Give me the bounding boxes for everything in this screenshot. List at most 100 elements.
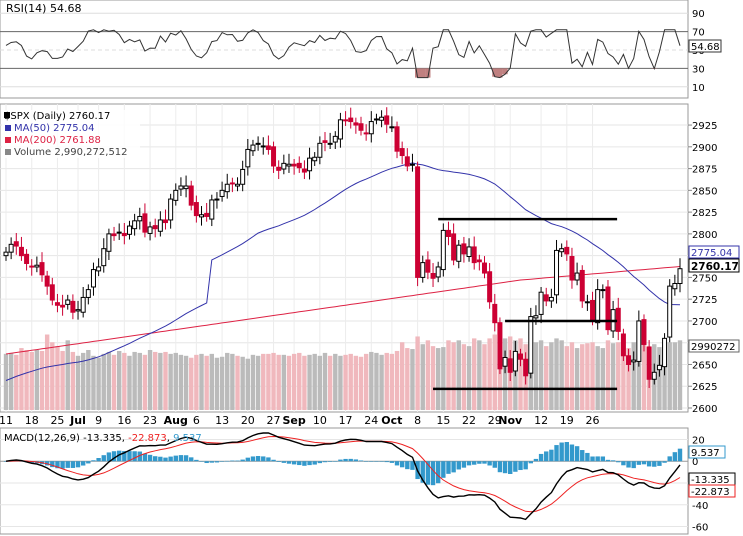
support-resistance-lines — [433, 217, 618, 391]
macd-histogram-bar — [456, 461, 461, 470]
candle-body — [466, 246, 472, 258]
rsi-current-tag-box — [688, 39, 722, 53]
macd-histogram-bar — [276, 461, 281, 462]
volume-bar — [39, 350, 45, 410]
volume-bar — [281, 354, 287, 410]
macd-histogram-bar — [173, 455, 178, 462]
price-panel: 2925290028752850282528002775275027252700… — [0, 103, 740, 427]
macd-hist-tag: 9.537 — [691, 448, 720, 459]
volume-bar — [70, 351, 76, 410]
rsi-tick-label: 10 — [692, 83, 705, 94]
macd-histogram-bar — [471, 461, 477, 465]
volume-bar — [631, 342, 636, 410]
volume-bar — [410, 349, 415, 410]
candle-body — [301, 168, 307, 173]
macd-histogram-bar — [127, 451, 132, 462]
volume-bar — [291, 353, 297, 410]
macd-histogram-bar — [204, 461, 209, 464]
volume-bar — [415, 336, 420, 410]
ma50-line — [5, 162, 681, 381]
candlesticks — [3, 107, 683, 388]
macd-histogram-bar — [271, 459, 276, 462]
macd-histogram-bar — [477, 461, 482, 464]
candle-body — [157, 219, 163, 232]
volume-bar — [353, 355, 359, 410]
candle-body — [523, 358, 529, 377]
candle-body — [219, 189, 225, 197]
date-label: Oct — [381, 414, 402, 427]
candle-body — [399, 148, 405, 157]
macd-histogram-bar — [353, 459, 359, 462]
candle-body — [106, 233, 112, 252]
price-tick-label: 2900 — [692, 143, 717, 154]
volume-bar — [75, 355, 81, 410]
macd-histogram-bar — [317, 461, 323, 464]
price-tick-label: 2650 — [692, 360, 717, 371]
candle-body — [317, 142, 323, 158]
macd-histogram-bar — [209, 461, 215, 463]
macd-histogram-bar — [502, 461, 508, 474]
candle-body — [75, 309, 81, 312]
candle-body — [471, 246, 477, 264]
date-label: 22 — [462, 414, 476, 427]
macd-histogram-bar — [70, 461, 76, 468]
candle-body — [518, 353, 524, 360]
macd-histogram-bar — [55, 461, 60, 469]
candle-body — [178, 185, 184, 190]
macd-histogram-bar — [225, 460, 230, 462]
candle-body — [574, 272, 580, 281]
macd-histogram-bar — [235, 460, 240, 462]
volume-bar — [245, 358, 251, 410]
rsi-label: RSI(14) 54.68 — [6, 2, 81, 15]
volume-tag: 2990272 — [691, 342, 736, 353]
candle-body — [142, 213, 148, 233]
macd-histogram-bar — [230, 460, 235, 462]
candle-body — [430, 272, 436, 279]
volume-bar — [240, 356, 245, 410]
macd-tick-label: -60 — [692, 523, 708, 534]
macd-histogram-bar — [286, 461, 292, 464]
volume-bar — [667, 342, 672, 410]
volume-bar — [461, 344, 467, 410]
volume-bar — [338, 355, 343, 410]
candle-body — [250, 144, 256, 152]
macd-histogram-bar — [569, 444, 575, 462]
macd-histogram-bar — [631, 461, 636, 469]
date-label: 16 — [117, 414, 131, 427]
price-tick-label: 2600 — [692, 404, 717, 415]
macd-histogram-bar — [291, 461, 297, 465]
macd-histogram-bar — [327, 461, 333, 462]
volume-bar — [307, 354, 312, 410]
candle-body — [276, 166, 282, 171]
macd-histogram-bar — [677, 448, 683, 462]
volume-bar — [492, 334, 497, 410]
macd-histogram-bar — [590, 456, 595, 462]
volume-bar — [235, 355, 240, 410]
candle-body — [363, 132, 369, 135]
macd-histogram-bar — [111, 451, 117, 462]
ma50-tag: 2775.04 — [691, 248, 732, 259]
candle-body — [502, 357, 508, 367]
candle-body — [116, 231, 122, 234]
volume-bar — [312, 353, 317, 410]
candle-body — [13, 241, 19, 247]
volume-bar — [600, 348, 606, 410]
date-label: Nov — [498, 414, 523, 427]
macd-histogram-bar — [245, 457, 251, 462]
volume-bar — [446, 340, 451, 410]
candle-body — [49, 284, 55, 301]
price-tick-label: 2625 — [692, 382, 717, 393]
candle-body — [353, 122, 359, 126]
candle-body — [85, 289, 91, 298]
volume-bar — [158, 352, 163, 410]
candle-body — [18, 246, 24, 257]
volume-bar — [183, 355, 189, 410]
candle-body — [96, 266, 102, 272]
macd-histogram-bar — [80, 461, 86, 466]
volume-bar — [24, 350, 29, 410]
macd-histogram-bar — [348, 458, 353, 462]
macd-histogram-bar — [518, 461, 523, 471]
macd-histogram-bar — [405, 461, 410, 470]
macd-panel: 200-20-40-60 MACD(12,26,9) -13.335, -22.… — [0, 427, 736, 535]
volume-bar — [482, 344, 487, 410]
